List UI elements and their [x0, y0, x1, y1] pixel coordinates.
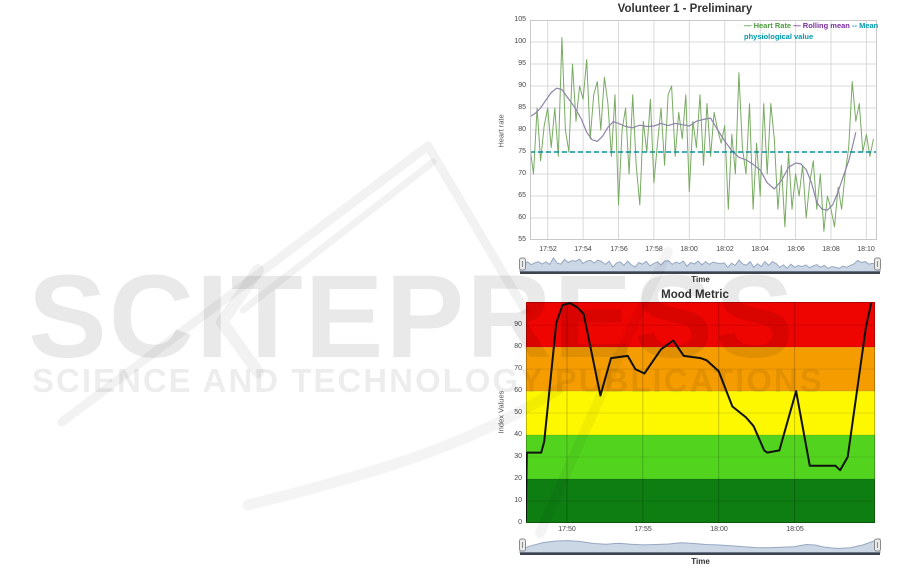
mood-chart-header: Mood Metric: [500, 289, 890, 301]
y-tick-label: 70: [514, 365, 522, 372]
mood-navigator[interactable]: [519, 537, 881, 555]
x-tick-label: 17:50: [558, 526, 576, 533]
y-tick-label: 75: [518, 148, 526, 155]
mood-x-tick-labels: 17:50 17:55 18:00 18:05: [526, 526, 875, 536]
mood-chart-title: Mood Metric: [661, 289, 729, 301]
heart-rate-plot-area[interactable]: [529, 19, 877, 241]
x-tick-label: 18:05: [786, 526, 804, 533]
y-tick-label: 95: [518, 60, 526, 67]
x-tick-label: 17:56: [610, 246, 628, 253]
y-tick-label: 65: [518, 192, 526, 199]
x-tick-label: 18:00: [680, 246, 698, 253]
mood-x-axis-label: Time: [691, 557, 710, 566]
hr-y-tick-labels: 55 60 65 70 75 80 85 90 95 100 105: [504, 16, 528, 243]
x-tick-label: 17:55: [634, 526, 652, 533]
y-tick-label: 70: [518, 170, 526, 177]
y-tick-label: 50: [514, 409, 522, 416]
y-tick-label: 90: [514, 321, 522, 328]
x-tick-label: 18:04: [751, 246, 769, 253]
y-tick-label: 10: [514, 497, 522, 504]
y-tick-label: 30: [514, 453, 522, 460]
y-tick-label: 100: [514, 38, 526, 45]
heart-rate-chart-title: Volunteer 1 - Preliminary: [617, 3, 753, 15]
x-tick-label: 18:00: [710, 526, 728, 533]
legend-swatch-heart-rate: —: [744, 21, 752, 30]
y-tick-label: 20: [514, 475, 522, 482]
x-tick-label: 18:10: [857, 246, 875, 253]
y-tick-label: 85: [518, 104, 526, 111]
x-tick-label: 18:02: [716, 246, 734, 253]
mood-plot-area[interactable]: [524, 302, 875, 524]
legend-item-heart-rate[interactable]: Heart Rate: [753, 21, 792, 30]
mood-y-tick-labels: 0 10 20 30 40 50 60 70 80 90: [502, 302, 524, 526]
hr-legend: — Heart Rate — Rolling mean -- Mean phys…: [744, 21, 884, 42]
y-tick-label: 105: [514, 16, 526, 23]
x-tick-label: 17:58: [645, 246, 663, 253]
x-tick-label: 18:06: [787, 246, 805, 253]
legend-swatch-mean-physiological: --: [851, 21, 857, 30]
legend-swatch-rolling-mean: —: [793, 21, 801, 30]
x-tick-label: 18:08: [822, 246, 840, 253]
y-tick-label: 80: [514, 343, 522, 350]
hr-x-tick-labels: 17:52 17:54 17:56 17:58 18:00 18:02 18:04 18:06…: [530, 246, 877, 256]
y-tick-label: 40: [514, 431, 522, 438]
x-tick-label: 17:52: [539, 246, 557, 253]
heart-rate-chart-header: Volunteer 1 - Preliminary: [490, 3, 880, 15]
y-tick-label: 90: [518, 82, 526, 89]
x-tick-label: 17:54: [574, 246, 592, 253]
y-tick-label: 0: [518, 519, 522, 526]
hr-navigator[interactable]: [519, 256, 881, 274]
legend-item-rolling-mean[interactable]: Rolling mean: [802, 21, 850, 30]
y-tick-label: 60: [518, 214, 526, 221]
y-tick-label: 55: [518, 236, 526, 243]
y-tick-label: 80: [518, 126, 526, 133]
hr-x-axis-label: Time: [691, 275, 710, 284]
y-tick-label: 60: [514, 387, 522, 394]
legend-item-mean-physiological[interactable]: Mean physiological value: [744, 21, 879, 41]
